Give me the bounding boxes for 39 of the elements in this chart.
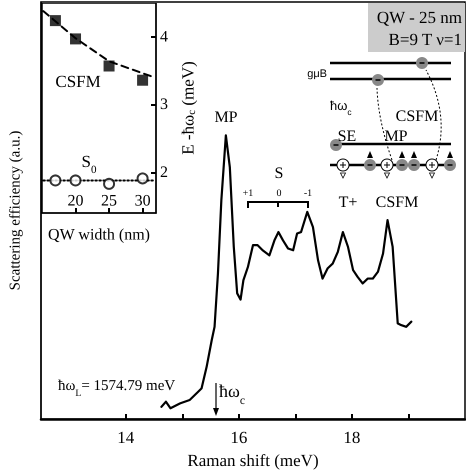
- text: gμB: [307, 68, 327, 80]
- point: [103, 178, 116, 190]
- point: [136, 172, 149, 184]
- annotation: T+: [338, 194, 358, 211]
- x-tick-label: 25: [101, 192, 118, 210]
- series-label: CSFM: [55, 72, 101, 91]
- y-tick-label: 2: [160, 164, 168, 181]
- text: CSFM: [396, 108, 438, 125]
- point: [70, 174, 82, 186]
- point: [50, 15, 61, 26]
- x-tick-label: 16: [230, 428, 248, 447]
- x-tick-label: 18: [343, 428, 360, 447]
- annotation: S: [274, 165, 284, 182]
- x-tick-label: 20: [68, 192, 84, 210]
- annotation: CSFM: [376, 194, 418, 211]
- annotation: ħω$_{c}$: [219, 381, 246, 406]
- annotation: +1: [242, 188, 254, 199]
- x-tick-label: 30: [134, 192, 151, 210]
- text: ħω$_{c}$: [330, 98, 352, 117]
- point: [49, 174, 62, 186]
- annotation: MP: [384, 128, 408, 145]
- annotation: 0: [276, 188, 282, 199]
- text: MP: [214, 109, 238, 126]
- point: [70, 33, 82, 44]
- y-tick-label: 4: [160, 28, 168, 46]
- y-axis-title: E -ħωc (meV): [178, 61, 198, 155]
- annotation: SE: [338, 128, 356, 145]
- y-tick-label: 3: [160, 96, 168, 114]
- point: [104, 60, 115, 72]
- annotation: ħω$_{L}$= 1574.79 meV: [58, 378, 176, 398]
- x-axis-title: Raman shift (meV): [187, 451, 319, 470]
- annotation: -1: [304, 188, 312, 199]
- point: [137, 74, 148, 86]
- text: B=9 T ν=1: [388, 30, 462, 49]
- series-label: S$_{0}$: [82, 152, 98, 176]
- y-axis-title: Scattering efficiency (a.u.): [8, 130, 24, 290]
- text: QW - 25 nm: [376, 8, 462, 27]
- x-tick-label: 14: [117, 428, 135, 447]
- x-axis-title: QW width (nm): [48, 226, 150, 244]
